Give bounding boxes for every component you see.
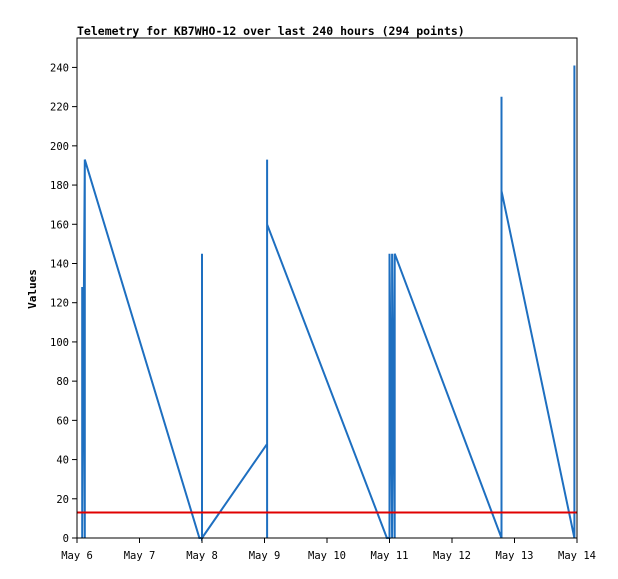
y-tick-label: 40 — [56, 455, 69, 467]
y-axis-label: Values — [26, 269, 39, 309]
x-tick-label: May 11 — [371, 550, 409, 562]
y-tick-label: 160 — [50, 219, 69, 231]
y-tick-label: 220 — [50, 102, 69, 114]
x-tick-label: May 6 — [61, 550, 93, 562]
y-tick-label: 80 — [56, 376, 69, 388]
series-line-0 — [81, 65, 576, 542]
y-tick-label: 180 — [50, 180, 69, 192]
x-tick-label: May 8 — [186, 550, 218, 562]
y-tick-label: 200 — [50, 141, 69, 153]
y-tick-label: 120 — [50, 298, 69, 310]
plot-layer: 0 20 40 60 80 100 120 140 160 180 200 220 240 May 6 Ma… — [50, 62, 596, 562]
y-tick-label: 60 — [56, 415, 69, 427]
y-tick-label: 0 — [63, 533, 69, 545]
x-tick-label: May 10 — [308, 550, 346, 562]
y-tick-label: 240 — [50, 62, 69, 74]
x-tick-label: May 13 — [496, 550, 534, 562]
y-tick-label: 100 — [50, 337, 69, 349]
x-tick-label: May 14 — [558, 550, 596, 562]
x-tick-label: May 9 — [249, 550, 281, 562]
y-tick-label: 140 — [50, 258, 69, 270]
x-tick-label: May 12 — [433, 550, 471, 562]
x-tick-label: May 7 — [124, 550, 156, 562]
plot-frame — [76, 37, 578, 539]
chart-title: Telemetry for KB7WHO-12 over last 240 ho… — [77, 24, 465, 38]
y-tick-label: 20 — [56, 494, 69, 506]
